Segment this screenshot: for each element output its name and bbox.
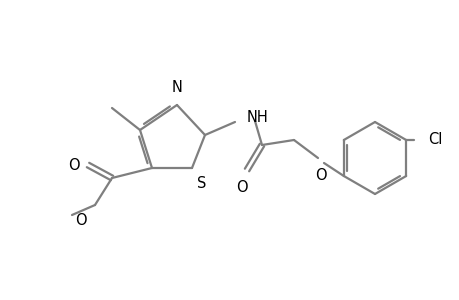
Text: O: O	[235, 180, 247, 195]
Text: NH: NH	[246, 110, 268, 125]
Text: N: N	[171, 80, 182, 95]
Text: O: O	[314, 168, 326, 183]
Text: S: S	[197, 176, 206, 191]
Text: O: O	[68, 158, 80, 172]
Text: O: O	[75, 213, 87, 228]
Text: Cl: Cl	[427, 133, 442, 148]
